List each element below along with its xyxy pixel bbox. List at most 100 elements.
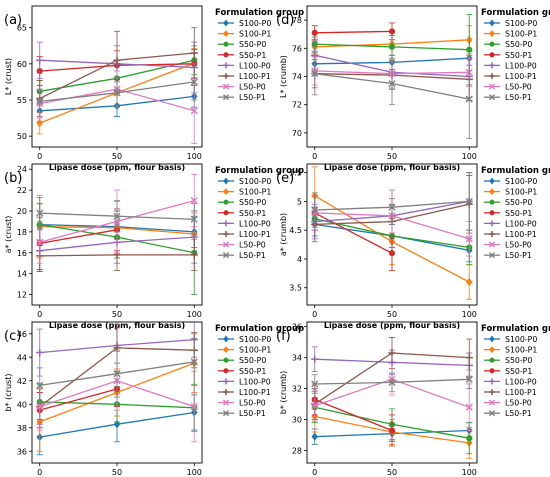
y-tick-label: 46 (17, 330, 27, 339)
panel-label: (a) (4, 13, 22, 28)
y-tick-label: 24 (17, 165, 27, 174)
series-l50-p1 (311, 52, 473, 139)
data-point (36, 209, 44, 217)
legend-item-l100-p1: L100-P1 (218, 230, 271, 239)
data-point (388, 79, 396, 88)
legend-marker (489, 199, 495, 205)
legend-item-s50-p1: S50-P1 (218, 51, 266, 60)
legend-marker (489, 19, 495, 27)
data-point (190, 78, 198, 86)
legend-marker (488, 252, 496, 259)
legend-marker (223, 188, 229, 196)
legend-label: L100-P0 (505, 61, 537, 70)
legend-item-s50-p1: S50-P1 (484, 209, 532, 218)
x-tick-label: 0 (37, 310, 42, 319)
panel-label: (e) (276, 171, 294, 186)
x-tick-label: 100 (187, 152, 202, 161)
y-tick-label: 60 (17, 60, 27, 69)
legend-marker (489, 52, 495, 58)
panel-label: (f) (276, 329, 291, 344)
panel-label: (c) (4, 329, 21, 344)
legend-label: L50-P1 (505, 251, 532, 260)
legend-item-s50-p0: S50-P0 (218, 40, 266, 49)
legend-marker (223, 73, 229, 79)
legend-marker (489, 220, 495, 227)
legend-marker (489, 30, 495, 38)
data-point (190, 358, 198, 366)
y-tick-label: 22 (17, 186, 27, 195)
series-l50-p1 (36, 196, 198, 236)
data-point (190, 215, 198, 223)
data-point (190, 107, 198, 115)
data-point (36, 97, 44, 106)
data-point (113, 212, 121, 220)
legend-item-s100-p1: S100-P1 (218, 30, 271, 39)
legend-marker (223, 62, 229, 69)
legend-label: S50-P1 (239, 367, 266, 376)
y-tick-label: 40 (17, 400, 27, 409)
legend-label: S100-P0 (505, 19, 537, 28)
legend-label: L100-P0 (239, 377, 271, 386)
legend-label: L100-P1 (239, 230, 271, 239)
y-tick-label: 28 (292, 447, 302, 456)
legend-label: L50-P1 (239, 251, 266, 260)
series-s50-p1 (311, 22, 396, 41)
x-tick-label: 100 (187, 468, 202, 477)
legend-item-l50-p0: L50-P0 (218, 83, 266, 92)
panel-c: (c)363840424446050100Lipase dose (ppm, f… (4, 321, 304, 477)
series-line (39, 388, 118, 411)
legend-item-s50-p0: S50-P0 (484, 40, 532, 49)
legend-title: Formulation group (215, 166, 304, 176)
legend-marker (489, 357, 495, 363)
legend-marker (223, 177, 229, 185)
legend-marker (222, 241, 230, 248)
x-tick-label: 50 (387, 152, 397, 161)
data-point (466, 435, 473, 442)
legend-label: S100-P0 (239, 19, 271, 28)
legend-label: S50-P1 (505, 209, 532, 218)
legend-marker (489, 346, 495, 354)
data-point (190, 49, 198, 57)
data-point (36, 403, 44, 411)
legend-item-l50-p1: L50-P1 (218, 409, 266, 418)
y-axis-label: L* (crust) (4, 58, 13, 95)
series-l50-p1 (311, 172, 473, 231)
legend-marker (488, 83, 496, 90)
legend-item-l100-p1: L100-P1 (218, 388, 271, 397)
data-point (466, 277, 473, 287)
y-tick-label: 32 (292, 385, 302, 394)
legend-marker (488, 410, 496, 417)
legend-item-s100-p0: S100-P0 (484, 19, 537, 28)
legend-label: L50-P1 (505, 93, 532, 102)
legend-label: S50-P0 (505, 198, 532, 207)
panel-b: (b) 12 14 16 18 20 22 24 0 50 100 Lipase dose (ppm,… (4, 163, 304, 330)
legend-marker (223, 368, 229, 374)
legend-label: S100-P1 (505, 346, 537, 355)
legend-label: S100-P1 (239, 346, 271, 355)
legend-label: S100-P1 (505, 188, 537, 197)
legend-marker (488, 399, 496, 406)
y-tick-label: 4.5 (289, 226, 302, 235)
legend-marker (489, 177, 495, 185)
legend-title: Formulation group (481, 324, 550, 334)
data-point (388, 378, 396, 386)
legend-item-s50-p1: S50-P1 (218, 209, 266, 218)
data-point (465, 403, 473, 411)
legend-item-s50-p0: S50-P0 (218, 198, 266, 207)
legend-item-l100-p0: L100-P0 (218, 377, 271, 386)
legend-item-l100-p1: L100-P1 (218, 72, 271, 81)
x-axis-label: Lipase dose (ppm, flour basis) (49, 163, 185, 172)
y-axis-label: b* (crumb) (279, 371, 288, 415)
y-tick-label: 18 (17, 228, 27, 237)
legend-label: S100-P1 (239, 188, 271, 197)
legend-marker (223, 357, 229, 363)
data-point (388, 250, 396, 257)
legend-item-l100-p1: L100-P1 (484, 388, 537, 397)
legend-title: Formulation group (481, 166, 550, 176)
legend-item-l50-p1: L50-P1 (484, 93, 532, 102)
y-tick-label: 30 (292, 416, 302, 425)
